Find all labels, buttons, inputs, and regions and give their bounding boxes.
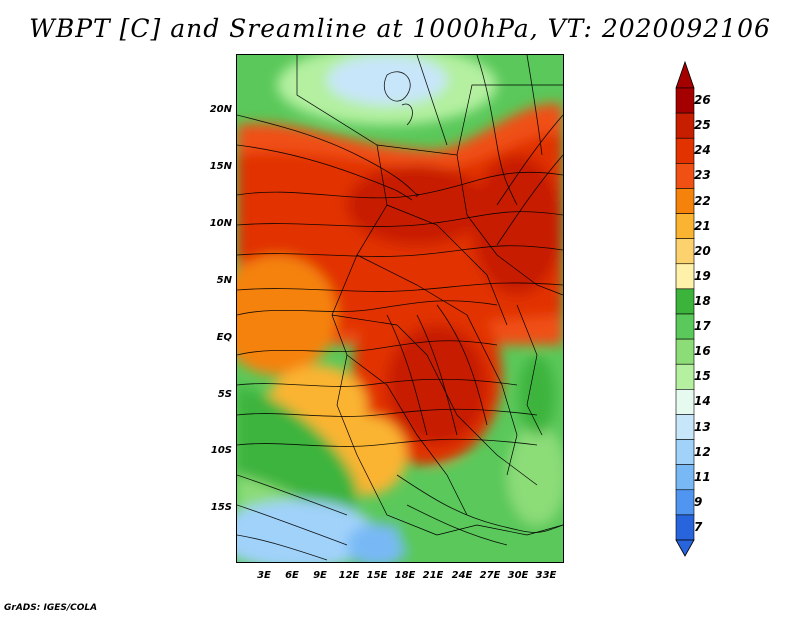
lat-label-15s: 15S: [210, 502, 232, 513]
colorbar-tick-label: 9: [694, 494, 703, 509]
lon-label-3e: 3E: [257, 570, 271, 581]
colorbar-tick-label: 23: [694, 168, 711, 183]
lat-label-10n: 10N: [209, 218, 232, 229]
map-panel: [236, 54, 564, 563]
colorbar-tick-label: 12: [694, 444, 711, 459]
lat-label-10s: 10S: [210, 445, 232, 456]
colorbar-cell: [675, 213, 695, 239]
colorbar-tick-label: 7: [694, 520, 703, 534]
colorbar-cell: [675, 439, 695, 465]
colorbar-cells: [675, 60, 695, 557]
lon-label-27e: 27E: [479, 570, 501, 581]
colorbar-top-triangle: [675, 60, 695, 89]
lon-label-9e: 9E: [313, 570, 327, 581]
colorbar-cell: [675, 363, 695, 390]
colorbar-tick-label: 26: [694, 93, 711, 108]
colorbar-cell: [675, 288, 695, 315]
colorbar-tick-label: 14: [694, 394, 711, 409]
country-borders: [296, 55, 563, 536]
colorbar-tick-label: 19: [694, 268, 711, 283]
lat-label-eq: EQ: [216, 332, 232, 343]
colorbar-cell: [675, 263, 695, 290]
colorbar-tick-label: 24: [694, 143, 711, 158]
lat-label-5n: 5N: [216, 275, 232, 286]
lon-label-12e: 12E: [338, 570, 360, 581]
colorbar-tick-label: 18: [694, 294, 711, 308]
colorbar: [675, 60, 695, 557]
colorbar-tick-label: 13: [694, 419, 711, 434]
colorbar-cell: [675, 313, 695, 340]
colorbar-cell: [675, 338, 695, 365]
wbpt-map: [237, 55, 563, 562]
colorbar-cell: [675, 514, 695, 541]
streamlines: [237, 55, 563, 561]
colorbar-tick-label: 11: [694, 469, 711, 484]
lon-label-18e: 18E: [394, 570, 416, 581]
colorbar-tick-label: 20: [694, 243, 711, 258]
colorbar-cell: [675, 414, 695, 440]
lat-label-15n: 15N: [209, 161, 232, 172]
chart-title: WBPT [C] and Sreamline at 1000hPa, VT: 2…: [29, 14, 771, 43]
lat-label-5s: 5S: [217, 389, 232, 400]
lon-label-24e: 24E: [451, 570, 473, 581]
colorbar-cell: [675, 389, 695, 415]
colorbar-cell: [675, 112, 695, 139]
lat-label-20n: 20N: [209, 104, 232, 115]
colorbar-cell: [675, 188, 695, 214]
colorbar-cell: [675, 489, 695, 516]
colorbar-cell: [675, 464, 695, 491]
footer-credit: GrADS: IGES/COLA: [4, 603, 98, 613]
colorbar-tick-label: 25: [694, 118, 711, 133]
colorbar-tick-label: 21: [694, 218, 711, 233]
colorbar-tick-label: 15: [694, 369, 711, 384]
colorbar-cell: [675, 163, 695, 189]
colorbar-cell: [675, 137, 695, 164]
lon-label-21e: 21E: [422, 570, 444, 581]
colorbar-tick-label: 16: [694, 344, 711, 359]
colorbar-tick-label: 22: [694, 193, 711, 208]
lon-label-6e: 6E: [285, 570, 299, 581]
colorbar-cell: [675, 87, 695, 114]
wbpt-color-fill: [237, 55, 563, 562]
colorbar-tick-label: 17: [694, 319, 711, 334]
colorbar-bottom-triangle: [675, 539, 695, 557]
lon-label-15e: 15E: [366, 570, 388, 581]
lon-label-33e: 33E: [535, 570, 557, 581]
lon-label-30e: 30E: [507, 570, 529, 581]
colorbar-cell: [675, 238, 695, 265]
